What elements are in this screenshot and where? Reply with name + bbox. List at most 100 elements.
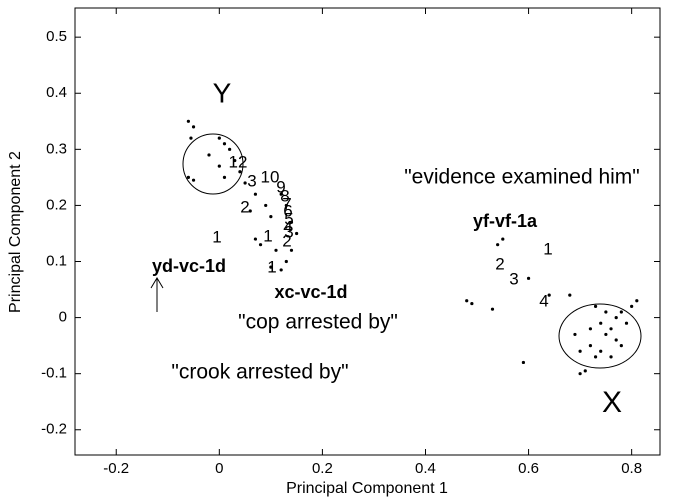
point [269, 265, 273, 269]
x-axis-label: Principal Component 1 [286, 480, 448, 497]
point [583, 369, 587, 373]
point [284, 259, 288, 264]
point [269, 215, 273, 219]
point [578, 349, 582, 353]
x-tick-label: 0.2 [312, 460, 333, 477]
y-tick-label: 0 [59, 309, 67, 326]
annotation: yf-vf-1a [473, 211, 538, 231]
point [207, 153, 211, 157]
point [578, 372, 582, 376]
annotation: X [602, 386, 622, 419]
point [186, 175, 190, 179]
arrow-head [150, 277, 164, 289]
point [186, 119, 190, 123]
x-tick-label: -0.2 [103, 460, 129, 477]
annotation: 1 [267, 257, 276, 276]
point [619, 344, 623, 348]
point [258, 243, 263, 247]
annotation: 5 [284, 209, 293, 228]
annotation: 1 [543, 239, 552, 258]
point [217, 136, 221, 140]
point [496, 243, 500, 247]
point [279, 192, 283, 196]
point [599, 321, 603, 325]
annotation: yd-vc-1d [152, 256, 226, 276]
annotation: Y [213, 77, 232, 108]
point [222, 175, 227, 179]
annotation: 7 [282, 194, 291, 213]
point [624, 321, 629, 325]
y-tick-label: 0.3 [46, 140, 67, 157]
point [614, 338, 618, 342]
point [222, 142, 227, 146]
y-tick-label: 0.1 [46, 252, 67, 269]
point [189, 136, 193, 140]
point [501, 237, 505, 241]
point [547, 293, 551, 297]
annotation: 1 [212, 227, 221, 246]
point [604, 332, 608, 337]
point [521, 360, 526, 365]
point [217, 164, 221, 168]
cluster-ellipse [182, 133, 244, 195]
point [233, 158, 237, 163]
point [253, 237, 257, 241]
annotation: "evidence examined him" [404, 166, 640, 189]
point [465, 299, 469, 303]
point [284, 203, 288, 208]
point [526, 276, 531, 280]
annotation: 6 [283, 201, 292, 220]
point [248, 209, 252, 213]
annotation: 3 [509, 269, 518, 288]
annotation: 4 [283, 217, 292, 236]
point [191, 178, 196, 182]
x-tick-label: 0 [215, 460, 223, 477]
y-tick-label: 0.4 [46, 84, 67, 101]
point [279, 268, 283, 272]
annotation: 3 [284, 222, 293, 241]
point [593, 355, 598, 359]
point [253, 192, 257, 196]
x-tick-label: 0.6 [518, 460, 539, 477]
point [228, 147, 232, 151]
y-axis-label: Principal Component 2 [7, 151, 24, 313]
point [490, 307, 495, 311]
annotation: 3 [247, 171, 256, 190]
annotation: 2 [240, 197, 249, 216]
annotation: 10 [261, 167, 280, 186]
annotation: 2 [282, 231, 291, 250]
annotation: 8 [280, 186, 289, 205]
annotation: xc-vc-1d [274, 282, 347, 302]
plot-frame [74, 7, 661, 456]
annotation: 2 [495, 254, 504, 273]
annotation: 1 [263, 226, 272, 245]
x-tick-label: 0.8 [621, 460, 642, 477]
point [588, 327, 593, 331]
point [191, 125, 196, 129]
point [604, 310, 608, 314]
point [295, 231, 299, 236]
point [568, 293, 572, 297]
point [274, 248, 278, 252]
x-tick-label: 0.4 [415, 460, 436, 477]
annotation: 9 [276, 177, 285, 196]
point [630, 304, 634, 308]
point [619, 310, 623, 314]
point [470, 301, 474, 306]
point [593, 304, 598, 308]
point [289, 248, 294, 252]
point [614, 315, 618, 320]
point [243, 181, 247, 185]
annotation: 4 [539, 291, 548, 310]
point [289, 220, 294, 224]
point [588, 344, 593, 348]
y-tick-label: 0.2 [46, 196, 67, 213]
point [599, 349, 603, 353]
annotation: "cop arrested by" [238, 311, 398, 334]
point [573, 332, 577, 337]
point [609, 355, 613, 359]
annotation: "crook arrested by" [171, 361, 348, 384]
y-tick-label: -0.2 [41, 421, 67, 438]
annotation: 12 [229, 152, 248, 171]
